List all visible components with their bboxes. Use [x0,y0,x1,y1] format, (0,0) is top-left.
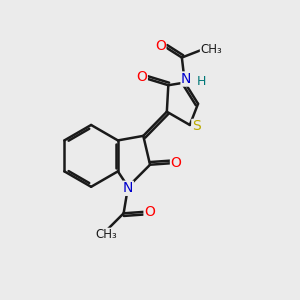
Text: N: N [181,72,191,86]
Text: H: H [196,76,206,88]
Text: O: O [155,39,166,53]
Text: CH₃: CH₃ [200,43,222,56]
Text: S: S [192,119,201,134]
Text: CH₃: CH₃ [95,228,117,241]
Text: O: O [170,156,182,170]
Text: O: O [144,205,155,219]
Text: O: O [136,70,147,84]
Text: N: N [123,181,133,195]
